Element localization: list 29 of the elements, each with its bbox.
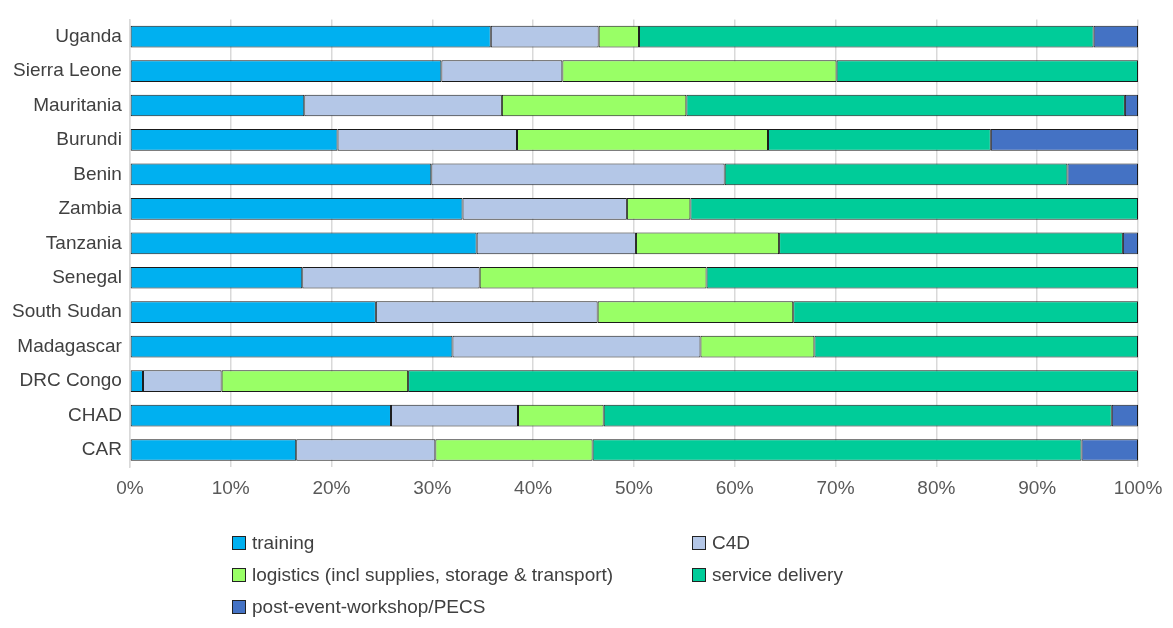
x-tick-label: 30% bbox=[413, 476, 452, 498]
legend-label: training bbox=[252, 532, 315, 554]
x-tick-label: 40% bbox=[514, 476, 553, 498]
y-tick-label: Madagascar bbox=[17, 334, 123, 356]
legend-label: logistics (incl supplies, storage & transport) bbox=[252, 564, 614, 586]
y-tick-label: Sierra Leone bbox=[13, 59, 122, 81]
y-tick-label: Senegal bbox=[52, 265, 122, 287]
y-tick-label: CAR bbox=[81, 438, 122, 460]
x-tick-label: 50% bbox=[614, 476, 654, 498]
y-tick-label: Tanzania bbox=[45, 231, 123, 253]
x-tick-label: 0% bbox=[116, 476, 144, 498]
y-tick-label: DRC Congo bbox=[19, 369, 122, 391]
legend-label: post-event-workshop/PECS bbox=[252, 596, 486, 618]
x-tick-label: 60% bbox=[715, 476, 754, 498]
y-tick-label: Uganda bbox=[55, 24, 123, 46]
x-tick-label: 90% bbox=[1018, 476, 1057, 498]
y-tick-label: Benin bbox=[73, 162, 122, 184]
x-tick-label: 80% bbox=[917, 476, 956, 498]
y-tick-label: Zambia bbox=[58, 197, 123, 219]
y-tick-label: Mauritania bbox=[33, 93, 123, 115]
x-tick-label: 100% bbox=[1113, 476, 1163, 498]
x-tick-label: 20% bbox=[312, 476, 351, 498]
y-tick-label: Burundi bbox=[56, 128, 122, 150]
x-tick-label: 70% bbox=[816, 476, 855, 498]
legend-label: service delivery bbox=[712, 564, 843, 586]
x-tick-label: 10% bbox=[211, 476, 250, 498]
legend-label: C4D bbox=[712, 532, 751, 554]
y-tick-label: CHAD bbox=[68, 403, 122, 425]
y-tick-label: South Sudan bbox=[12, 300, 122, 322]
